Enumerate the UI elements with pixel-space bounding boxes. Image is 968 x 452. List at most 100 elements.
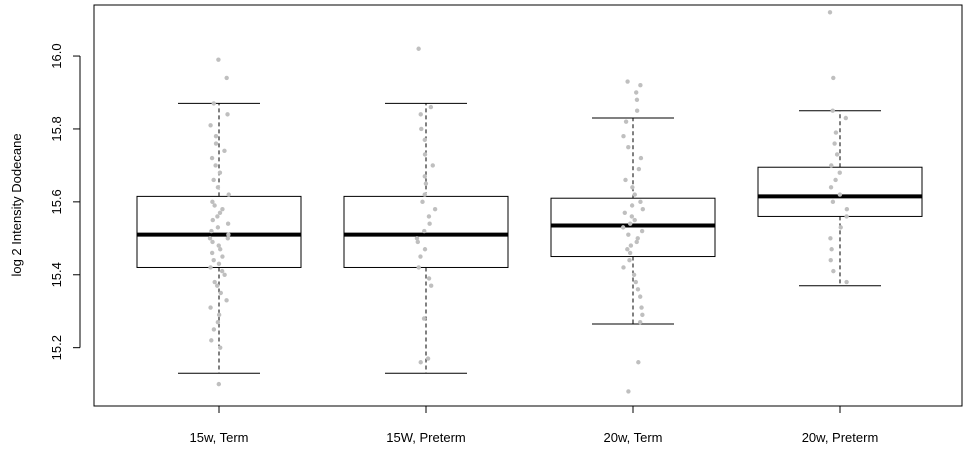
data-point	[222, 272, 227, 277]
data-point	[627, 257, 632, 263]
data-point	[427, 221, 432, 226]
data-point	[634, 90, 639, 95]
box-group	[136, 102, 302, 374]
data-point	[625, 247, 630, 252]
data-point	[225, 221, 231, 226]
data-point	[418, 360, 423, 365]
y-axis: 15.2 15.4 15.6 15.8 16.0	[49, 43, 81, 360]
data-point	[220, 206, 225, 212]
data-point	[422, 192, 427, 197]
data-point	[216, 381, 222, 387]
data-point	[638, 155, 644, 161]
data-point	[218, 290, 223, 296]
data-point	[210, 217, 215, 223]
data-point	[215, 283, 220, 288]
data-point	[226, 192, 231, 197]
data-point	[636, 360, 641, 365]
data-point	[414, 236, 420, 241]
data-point	[432, 206, 438, 212]
data-point	[416, 46, 421, 51]
data-point	[844, 214, 849, 219]
data-point	[215, 225, 221, 230]
data-point	[634, 108, 640, 113]
data-point	[629, 203, 635, 208]
data-point	[218, 247, 223, 252]
data-point	[416, 265, 421, 270]
data-point	[218, 345, 223, 350]
data-point	[225, 236, 230, 241]
data-point	[208, 123, 213, 128]
data-point	[426, 214, 432, 219]
data-point	[210, 199, 215, 205]
data-point	[629, 214, 635, 219]
data-point	[219, 268, 225, 274]
boxes-layer	[136, 102, 923, 374]
data-point	[209, 155, 215, 161]
data-point	[831, 75, 836, 81]
data-point	[415, 239, 421, 245]
data-point	[215, 185, 221, 190]
data-point	[210, 239, 215, 245]
y-tick-label: 15.4	[49, 262, 64, 287]
data-point	[828, 257, 833, 263]
data-point	[224, 75, 229, 81]
box-iqr	[136, 195, 302, 268]
data-point	[216, 312, 222, 318]
data-point	[422, 174, 427, 179]
y-tick-label: 16.0	[49, 43, 64, 68]
data-point	[423, 181, 429, 186]
data-point	[639, 305, 644, 310]
data-point	[639, 228, 645, 234]
data-point	[832, 141, 837, 146]
data-point	[211, 101, 216, 106]
data-point	[635, 287, 641, 292]
data-point	[216, 243, 221, 248]
data-point	[830, 108, 835, 113]
data-point	[216, 57, 221, 62]
data-point	[627, 221, 633, 226]
data-point	[207, 236, 213, 241]
data-point	[626, 144, 631, 150]
y-axis-title: log 2 Intensity Dodecane	[9, 133, 24, 276]
data-point	[843, 115, 849, 121]
plot-frame	[93, 4, 963, 407]
data-point	[621, 265, 626, 270]
box-group	[757, 110, 923, 287]
data-point	[224, 298, 229, 303]
data-point	[828, 236, 833, 241]
data-point	[834, 152, 840, 157]
data-point	[640, 312, 645, 318]
data-point	[633, 279, 639, 285]
data-point	[827, 10, 833, 15]
data-point	[422, 137, 427, 143]
data-point	[833, 130, 839, 135]
data-point	[638, 83, 643, 88]
data-point	[635, 236, 640, 241]
data-point	[211, 177, 216, 183]
data-point	[209, 250, 215, 256]
data-point	[209, 228, 214, 234]
data-point	[419, 126, 424, 132]
data-point	[213, 163, 218, 168]
box-iqr	[343, 195, 509, 268]
data-point	[829, 163, 834, 168]
data-point	[623, 177, 628, 183]
data-point	[838, 225, 843, 230]
data-point	[422, 228, 427, 234]
box-group	[550, 117, 716, 325]
data-point	[631, 272, 637, 277]
data-point	[418, 254, 423, 259]
data-point	[833, 177, 838, 183]
data-point	[632, 217, 637, 223]
data-point	[226, 232, 231, 237]
y-tick-label: 15.8	[49, 116, 64, 141]
data-point	[622, 210, 627, 215]
data-point	[430, 163, 435, 168]
box-iqr	[757, 166, 923, 217]
data-point	[208, 305, 213, 310]
data-point	[628, 243, 634, 248]
data-point	[211, 327, 217, 332]
data-point	[428, 283, 434, 288]
data-point	[225, 112, 230, 117]
data-point	[418, 112, 423, 117]
